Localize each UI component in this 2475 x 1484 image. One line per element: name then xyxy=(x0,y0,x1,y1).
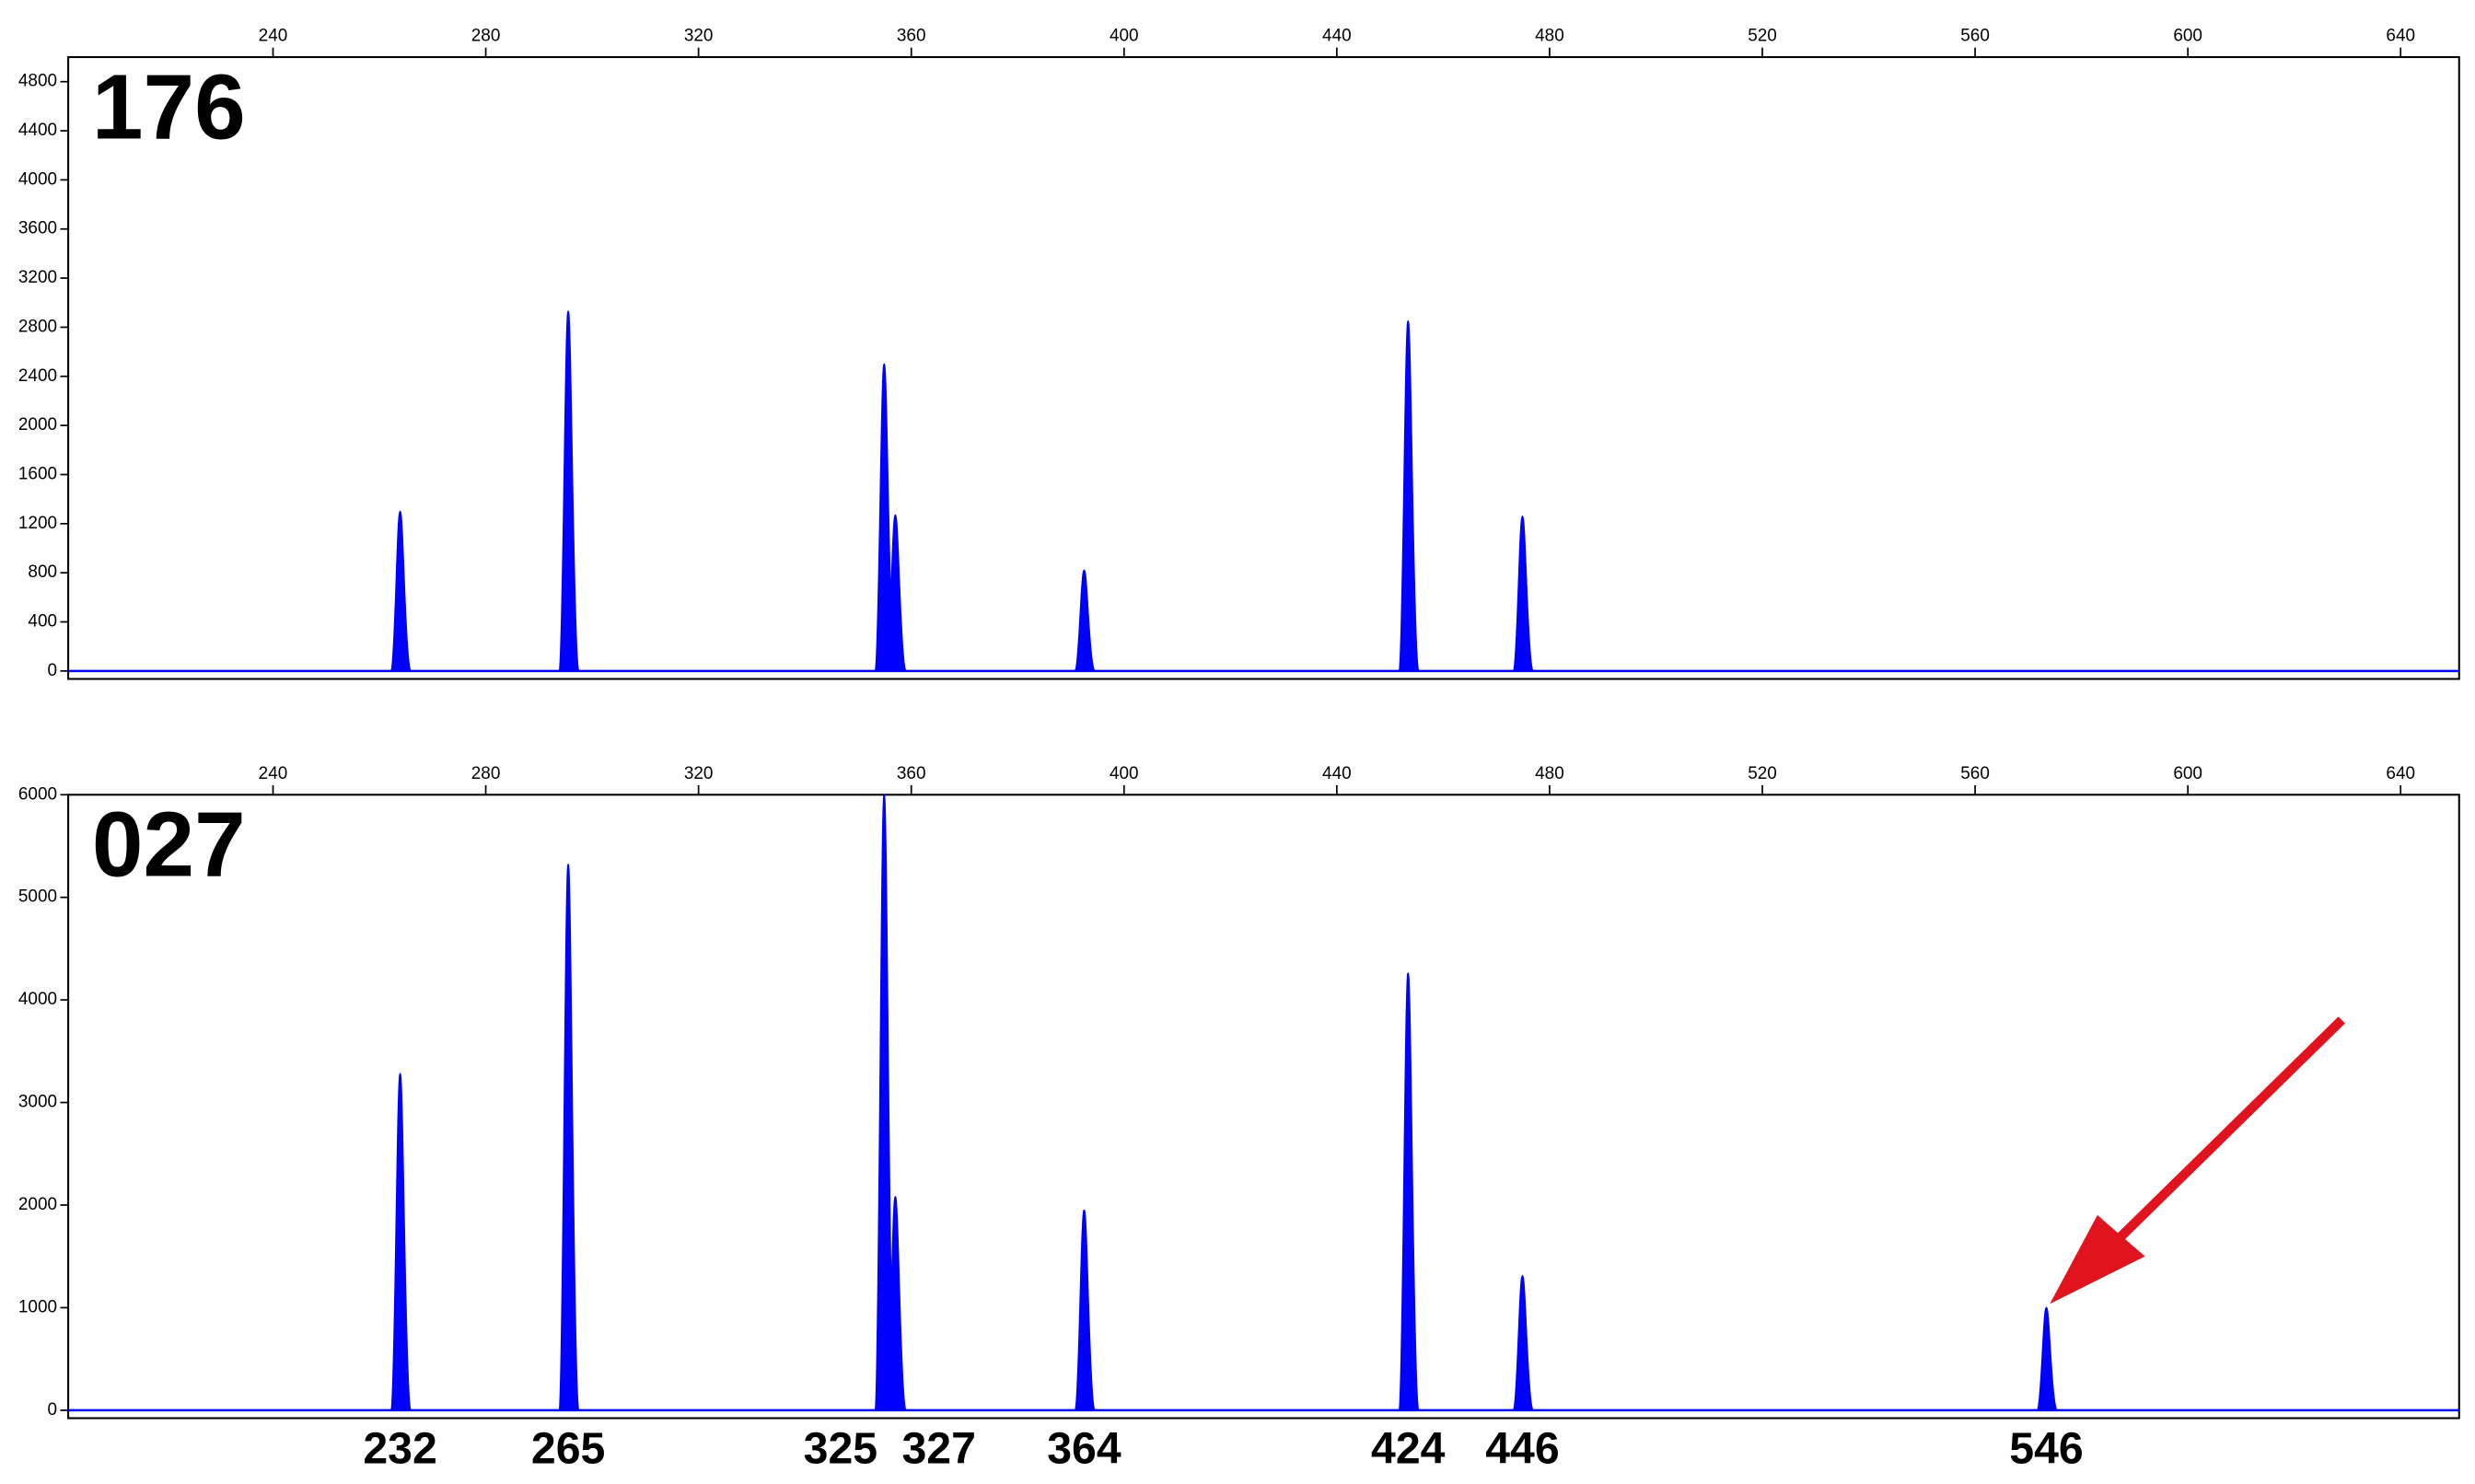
y-tick-label: 1200 xyxy=(18,514,57,533)
peak-label: 424 xyxy=(1371,1423,1446,1473)
peak xyxy=(557,864,581,1411)
peak-label: 265 xyxy=(531,1423,605,1473)
x-tick-label: 240 xyxy=(259,27,288,46)
panel: 027 240 280 320 360 400 440 480 520 560 600 640 0 100… xyxy=(18,764,2460,1473)
y-tick-label: 0 xyxy=(47,1400,57,1420)
peak xyxy=(874,794,897,1411)
y-tick-label: 5000 xyxy=(18,887,57,907)
y-tick-label: 3000 xyxy=(18,1093,57,1112)
red-arrow xyxy=(2050,1016,2345,1304)
peak-label: 325 xyxy=(804,1423,877,1473)
y-tick-label: 4000 xyxy=(18,169,57,189)
peak xyxy=(1074,1209,1097,1411)
x-tick-label: 480 xyxy=(1535,27,1564,46)
y-tick-label: 2000 xyxy=(18,415,57,435)
plot-frame xyxy=(67,794,2460,1420)
x-tick-label: 440 xyxy=(1322,764,1352,783)
y-tick-label: 4400 xyxy=(18,121,57,140)
peak-label: 327 xyxy=(901,1423,975,1473)
x-tick-label: 360 xyxy=(897,764,926,783)
plot-frame xyxy=(67,55,2460,680)
panel: 176 240 280 320 360 400 440 480 520 560 600 640 0 400… xyxy=(18,27,2460,680)
y-tick-label: 400 xyxy=(28,612,57,632)
x-tick-label: 560 xyxy=(1960,27,1990,46)
x-tick-label: 480 xyxy=(1535,764,1564,783)
peak xyxy=(1512,515,1535,672)
y-tick-label: 2000 xyxy=(18,1195,57,1214)
x-tick-label: 320 xyxy=(684,27,714,46)
x-tick-label: 600 xyxy=(2173,27,2202,46)
y-tick-label: 1000 xyxy=(18,1297,57,1316)
peak xyxy=(885,514,908,672)
x-tick-label: 400 xyxy=(1110,764,1139,783)
peak xyxy=(1398,319,1421,672)
y-tick-label: 4800 xyxy=(18,72,57,91)
peak-label: 232 xyxy=(363,1423,436,1473)
y-tick-label: 4000 xyxy=(18,990,57,1009)
x-tick-label: 400 xyxy=(1110,27,1139,46)
arrow-shaft xyxy=(2084,1016,2345,1273)
y-tick-label: 1600 xyxy=(18,464,57,483)
x-tick-label: 600 xyxy=(2173,764,2202,783)
x-tick-label: 320 xyxy=(684,764,714,783)
peak xyxy=(389,1072,412,1411)
y-tick-label: 0 xyxy=(47,661,57,680)
y-tick-label: 6000 xyxy=(18,784,57,804)
peak xyxy=(2036,1306,2059,1411)
x-tick-label: 360 xyxy=(897,27,926,46)
x-tick-label: 520 xyxy=(1748,27,1777,46)
peak xyxy=(1074,569,1097,672)
x-tick-label: 520 xyxy=(1748,764,1777,783)
peak-label: 364 xyxy=(1047,1423,1121,1473)
peak xyxy=(1512,1275,1535,1411)
peak xyxy=(1398,972,1421,1411)
x-tick-label: 280 xyxy=(471,764,501,783)
x-tick-label: 280 xyxy=(471,27,501,46)
x-tick-label: 640 xyxy=(2386,764,2415,783)
panel-title: 027 xyxy=(92,794,246,897)
y-tick-label: 800 xyxy=(28,562,57,582)
peak-label: 546 xyxy=(2009,1423,2083,1473)
x-tick-label: 440 xyxy=(1322,27,1352,46)
y-tick-label: 2400 xyxy=(18,366,57,386)
peak xyxy=(557,310,581,672)
peak xyxy=(389,510,412,672)
x-tick-label: 560 xyxy=(1960,764,1990,783)
peak xyxy=(885,1196,908,1411)
y-tick-label: 3200 xyxy=(18,268,57,287)
peak-label: 446 xyxy=(1485,1423,1559,1473)
x-tick-label: 240 xyxy=(259,764,288,783)
y-tick-label: 3600 xyxy=(18,219,57,238)
y-tick-label: 2800 xyxy=(18,317,57,336)
arrow-head xyxy=(2050,1214,2145,1304)
x-tick-label: 640 xyxy=(2386,27,2415,46)
panel-title: 176 xyxy=(92,56,246,158)
